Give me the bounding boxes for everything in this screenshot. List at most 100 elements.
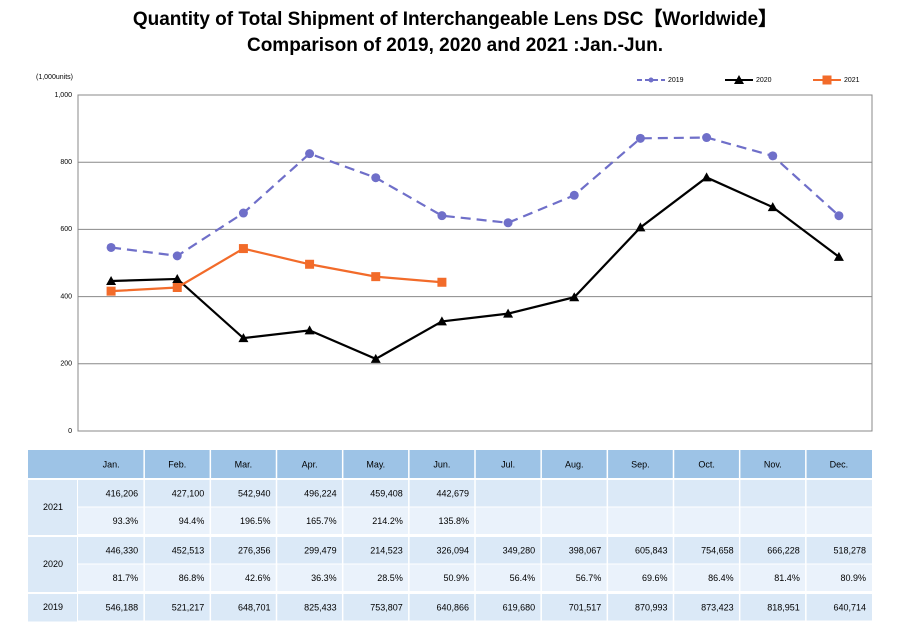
y-tick-label: 200 <box>60 361 72 368</box>
legend-label: 2020 <box>756 77 772 84</box>
table-header: Apr. <box>302 459 318 469</box>
data-point <box>238 333 249 343</box>
data-point <box>436 316 447 326</box>
table-row-label: 2019 <box>43 602 63 612</box>
table-cell: 94.4% <box>179 516 205 526</box>
series-line <box>111 176 840 361</box>
chart-subtitle: Comparison of 2019, 2020 and 2021 :Jan.-… <box>247 35 663 56</box>
data-point <box>172 251 182 261</box>
table-header: Sep. <box>631 459 650 469</box>
data-point <box>304 325 315 335</box>
y-tick-label: 600 <box>60 226 72 233</box>
data-point <box>833 251 844 261</box>
table-cell: 754,658 <box>701 545 734 555</box>
table-header: Mar. <box>235 459 253 469</box>
table-cell: 56.7% <box>576 573 602 583</box>
table-cell: 873,423 <box>701 602 734 612</box>
chart-title: Quantity of Total Shipment of Interchang… <box>133 7 777 30</box>
table-cell: 28.5% <box>377 573 403 583</box>
table-header: Jun. <box>433 459 450 469</box>
data-point <box>238 208 248 218</box>
table-cell: 165.7% <box>306 516 337 526</box>
data-point <box>702 133 712 143</box>
table-cell: 416,206 <box>106 488 139 498</box>
data-point <box>370 353 381 363</box>
table-cell: 870,993 <box>635 602 668 612</box>
table-cell: 452,513 <box>172 545 205 555</box>
data-point <box>767 202 778 212</box>
legend-label: 2021 <box>844 77 860 84</box>
y-tick-label: 400 <box>60 293 72 300</box>
table-cell: 50.9% <box>443 573 469 583</box>
data-point <box>635 222 646 232</box>
data-point <box>503 308 514 318</box>
table-header: Oct. <box>698 459 715 469</box>
table-cell: 521,217 <box>172 602 205 612</box>
table-cell: 701,517 <box>569 602 602 612</box>
table-cell: 442,679 <box>436 488 469 498</box>
table-header: May. <box>366 459 385 469</box>
data-point <box>635 133 645 143</box>
table-cell: 446,330 <box>106 545 139 555</box>
table-cell: 640,866 <box>436 602 469 612</box>
data-point <box>106 242 116 252</box>
table-header-bg <box>28 450 872 478</box>
y-tick-label: 800 <box>60 159 72 166</box>
data-point <box>172 282 182 292</box>
table-cell: 640,714 <box>833 602 866 612</box>
table-cell: 427,100 <box>172 488 205 498</box>
plot-area <box>77 94 873 432</box>
data-point <box>106 286 116 296</box>
table-cell: 459,408 <box>370 488 403 498</box>
table-cell: 299,479 <box>304 545 337 555</box>
data-point <box>305 259 315 269</box>
data-point <box>437 211 447 221</box>
y-tick-label: 0 <box>68 428 72 435</box>
y-axis-label: (1,000units) <box>36 74 73 81</box>
table-cell: 86.8% <box>179 573 205 583</box>
y-tick-label: 1,000 <box>54 92 72 99</box>
table-cell: 619,680 <box>503 602 536 612</box>
legend-marker <box>734 75 744 84</box>
table-header: Jul. <box>501 459 515 469</box>
data-point <box>238 244 248 254</box>
table-row-label: 2020 <box>43 559 63 569</box>
table-header: Jan. <box>103 459 120 469</box>
data-point <box>305 149 315 159</box>
table-cell: 546,188 <box>106 602 139 612</box>
legend-marker <box>822 75 832 85</box>
data-point <box>834 211 844 221</box>
table-header: Aug. <box>565 459 584 469</box>
table-cell: 86.4% <box>708 573 734 583</box>
table-cell: 196.5% <box>240 516 271 526</box>
data-point <box>437 277 447 287</box>
table-cell: 81.7% <box>113 573 139 583</box>
table-cell: 518,278 <box>833 545 866 555</box>
table-cell: 42.6% <box>245 573 271 583</box>
table-cell: 496,224 <box>304 488 337 498</box>
table-cell: 214.2% <box>372 516 403 526</box>
table-row-label-bg <box>28 480 77 535</box>
table-cell: 135.8% <box>438 516 469 526</box>
table-cell: 56.4% <box>510 573 536 583</box>
table-cell: 818,951 <box>767 602 800 612</box>
table-row-label: 2021 <box>43 502 63 512</box>
table-cell: 93.3% <box>113 516 139 526</box>
legend-label: 2019 <box>668 77 684 84</box>
table-cell: 276,356 <box>238 545 271 555</box>
series-line <box>110 136 840 258</box>
table-cell: 69.6% <box>642 573 668 583</box>
data-point <box>569 190 579 200</box>
table-header: Feb. <box>168 459 186 469</box>
table-cell: 542,940 <box>238 488 271 498</box>
data-point <box>701 172 712 182</box>
data-point <box>106 276 117 286</box>
table-cell: 753,807 <box>370 602 403 612</box>
table-cell: 825,433 <box>304 602 337 612</box>
table-cell: 666,228 <box>767 545 800 555</box>
table-row-label-bg <box>28 537 77 592</box>
legend-marker <box>648 77 654 83</box>
table-cell: 349,280 <box>503 545 536 555</box>
data-point <box>371 272 381 282</box>
